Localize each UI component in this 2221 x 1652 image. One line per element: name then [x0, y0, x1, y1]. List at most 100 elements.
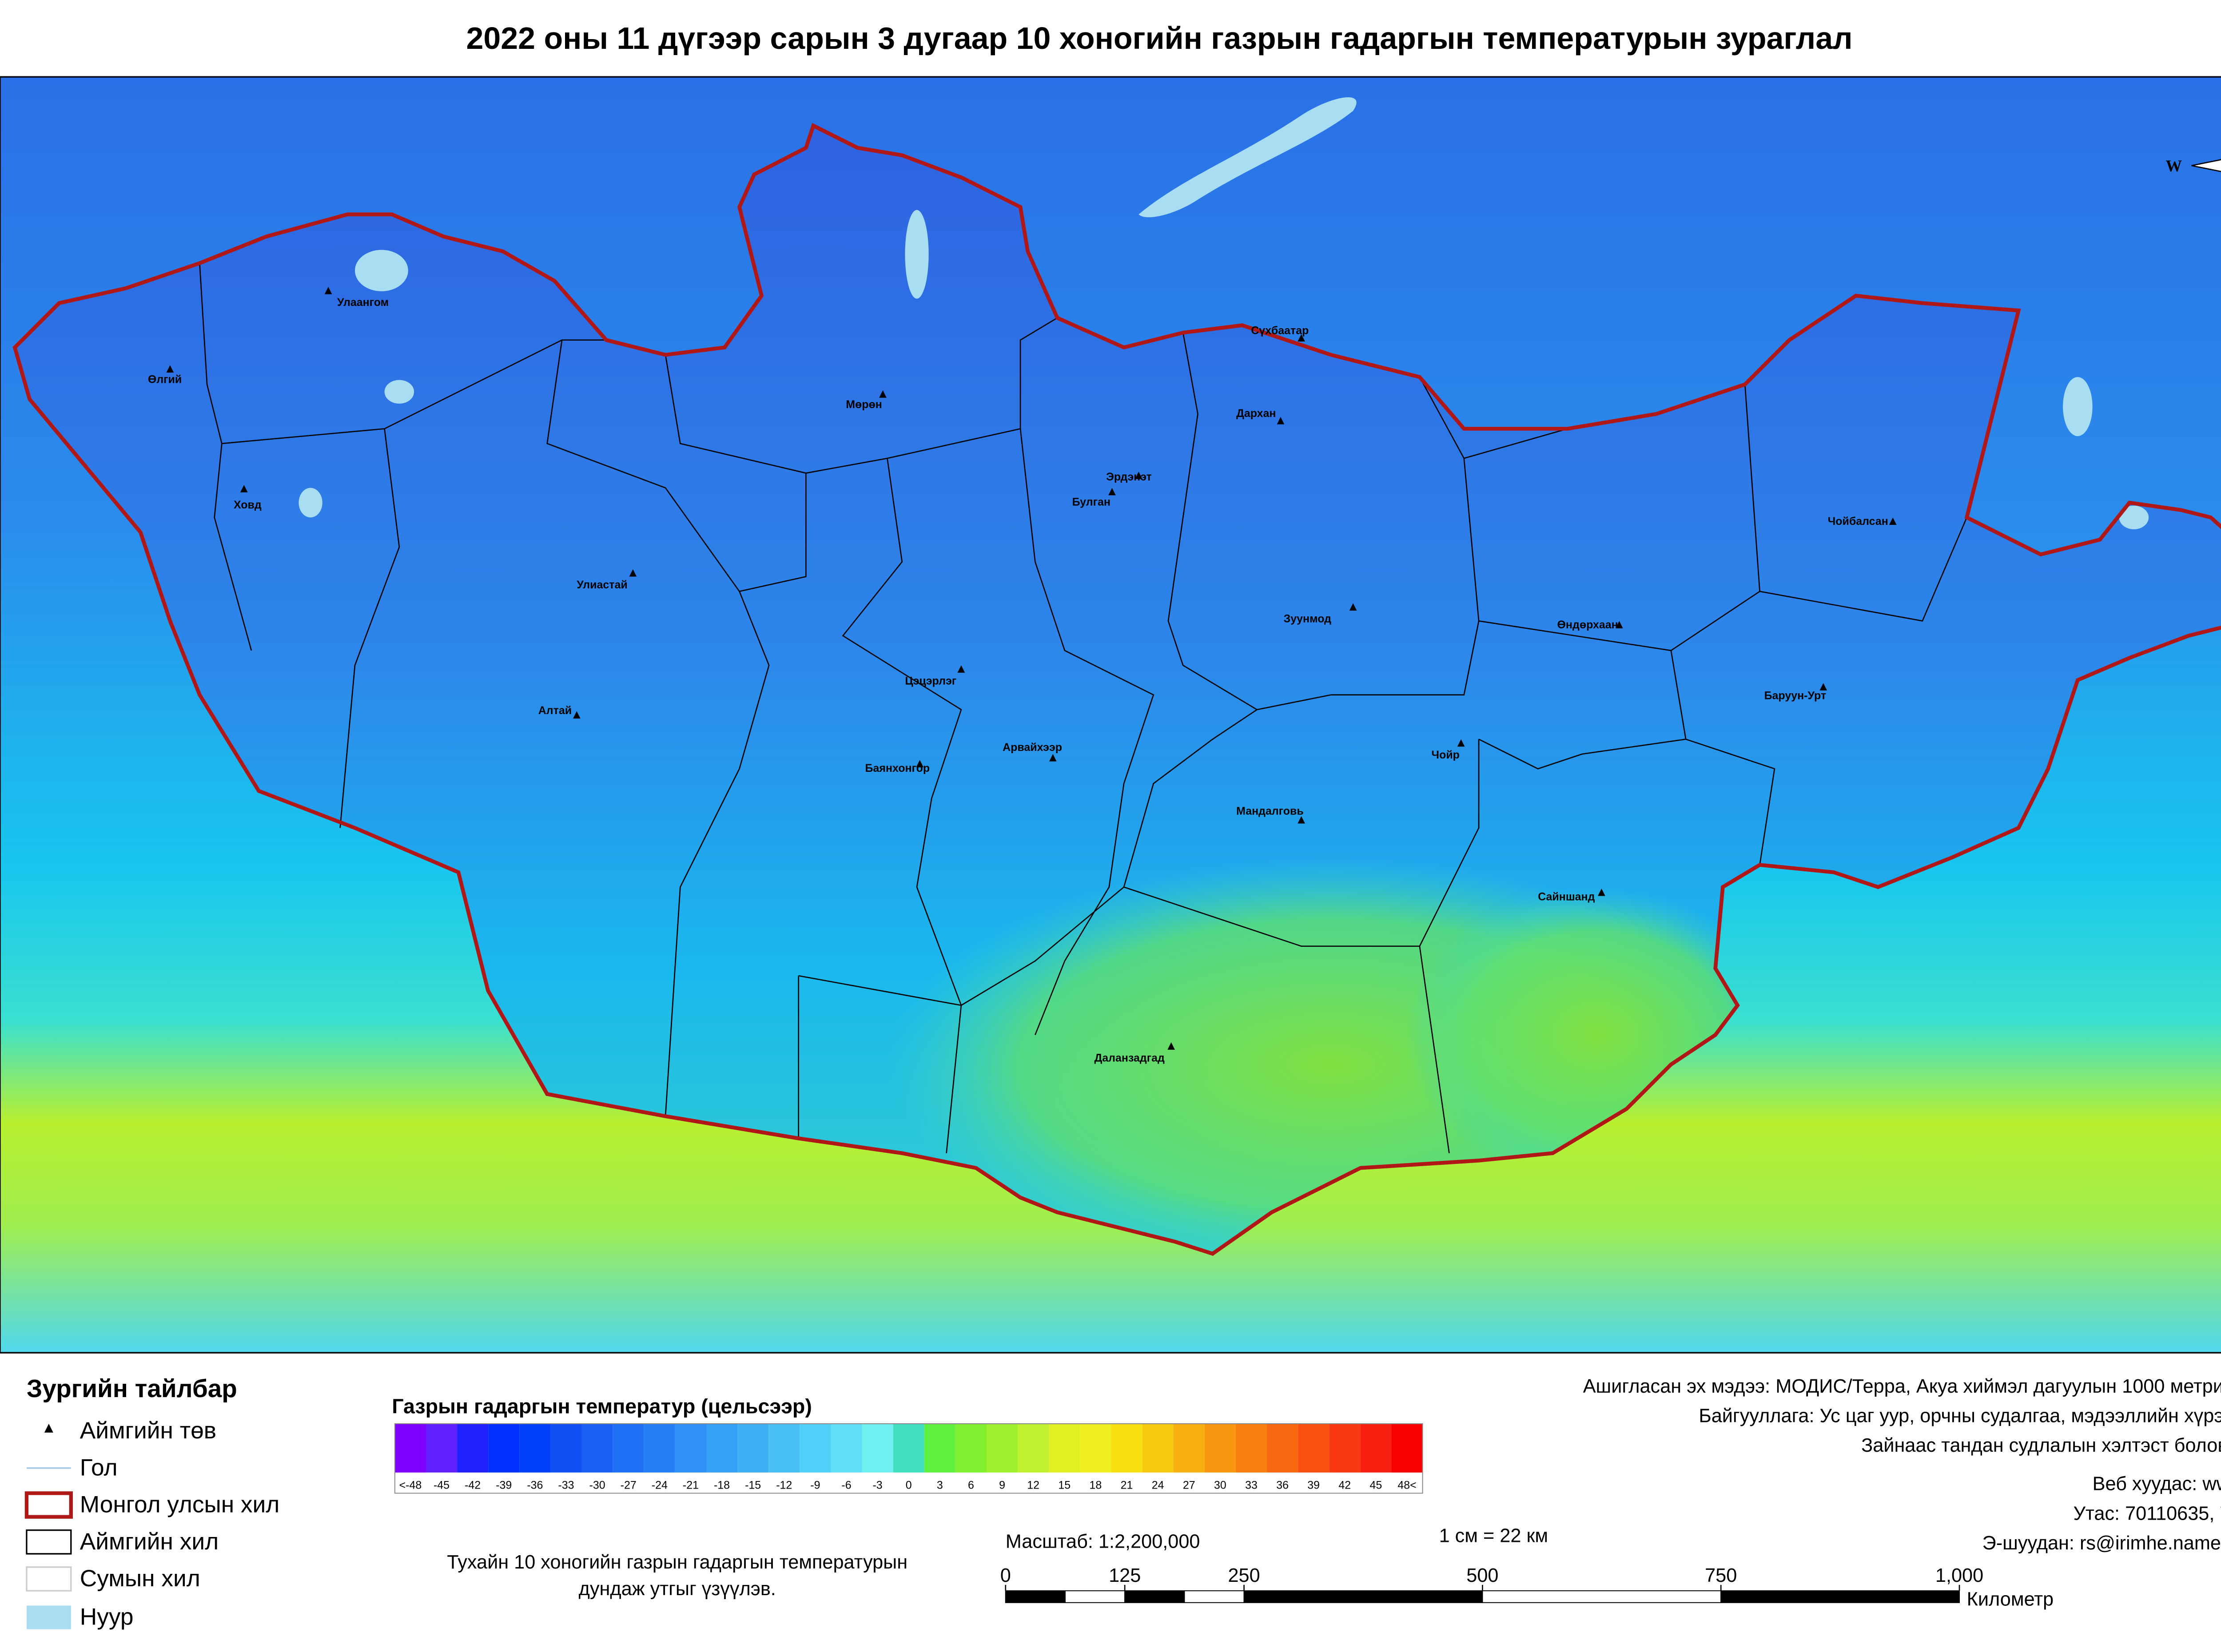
map-frame: Өлгий Улаангом Ховд Мөрөн Сүхбаатар Дархан Эрд… [0, 76, 2221, 1354]
color-box [1235, 1423, 1267, 1473]
center-symbol [916, 760, 924, 767]
aimag-border [1759, 517, 1967, 622]
aimag-border [546, 340, 770, 1116]
color-label: 33 [1245, 1479, 1258, 1491]
color-label: -15 [745, 1479, 761, 1491]
color-box [1018, 1423, 1049, 1473]
color-box [426, 1423, 458, 1473]
center-symbol [1298, 816, 1305, 824]
color-box [987, 1423, 1018, 1473]
center-label: Чойбалсан [1828, 515, 1888, 528]
color-box [831, 1423, 862, 1473]
color-box [924, 1423, 955, 1473]
color-box [519, 1423, 551, 1473]
aimag-border [798, 886, 1124, 1006]
color-label: 21 [1121, 1479, 1133, 1491]
scale-segment [1243, 1590, 1483, 1603]
color-box-frame [394, 1423, 1423, 1494]
legend-label: Нуур [80, 1604, 134, 1630]
color-label: -36 [527, 1479, 543, 1491]
color-box [1267, 1423, 1298, 1473]
color-box [644, 1423, 675, 1473]
center-symbol [1108, 488, 1116, 496]
scale-tick-label: 750 [1705, 1565, 1737, 1586]
color-box [1204, 1423, 1236, 1473]
legend-symbol [26, 1566, 72, 1592]
center-label: Өлгий [148, 373, 182, 385]
aimag-border [339, 429, 400, 828]
scale-equivalence: 1 см = 22 км [1439, 1525, 1548, 1546]
scale-segment [1720, 1590, 1960, 1603]
color-label: -12 [776, 1479, 792, 1491]
color-label: 18 [1090, 1479, 1102, 1491]
color-label: -24 [652, 1479, 668, 1491]
color-box [1111, 1423, 1142, 1473]
aimag-border [1478, 384, 1760, 651]
center-label: Алтай [538, 704, 572, 717]
color-box [1298, 1423, 1329, 1473]
center-symbol [240, 484, 248, 492]
color-label: 0 [906, 1479, 912, 1491]
color-label: -39 [496, 1479, 512, 1491]
color-label: -6 [841, 1479, 851, 1491]
lake [2063, 377, 2093, 437]
color-box [737, 1423, 769, 1473]
aimag-border [1464, 428, 1568, 459]
color-box [457, 1423, 489, 1473]
color-box [1360, 1423, 1392, 1473]
color-box [955, 1423, 987, 1473]
center-label: Чойр [1432, 749, 1460, 761]
color-box [893, 1423, 924, 1473]
center-symbol [324, 286, 332, 294]
color-box [706, 1423, 738, 1473]
center-label: Сайншанд [1538, 890, 1595, 903]
color-scale-title: Газрын гадаргын температур (цельсээр) [392, 1395, 812, 1418]
color-label: -45 [434, 1479, 450, 1491]
color-label: -18 [714, 1479, 730, 1491]
center-symbol [1277, 417, 1285, 425]
center-symbol [1819, 683, 1827, 691]
legend-label: Сумын хил [80, 1565, 200, 1592]
legend-items: Аймгийн төв Гол Монгол улсын хил Аймгийн хи… [80, 1418, 280, 1630]
center-symbol [1298, 334, 1305, 342]
center-symbol [573, 711, 581, 719]
color-box [800, 1423, 831, 1473]
color-label: 48< [1397, 1479, 1416, 1491]
scale-segment [1482, 1590, 1722, 1603]
center-label: Дархан [1236, 407, 1276, 420]
color-box [1329, 1423, 1361, 1473]
color-label: -3 [873, 1479, 883, 1491]
color-label: -30 [589, 1479, 605, 1491]
aimag-borders [199, 263, 1967, 1153]
color-box [394, 1423, 426, 1473]
aimag-border [1670, 650, 1775, 865]
aimag-border [842, 458, 962, 1153]
color-label: 45 [1370, 1479, 1382, 1491]
scale-text: Масштаб: 1:2,200,000 [1006, 1531, 1200, 1553]
color-label: 27 [1183, 1479, 1195, 1491]
aimag-border [739, 473, 807, 592]
center-label: Сүхбаатар [1251, 324, 1309, 337]
scale-unit: Километр [1967, 1588, 2054, 1610]
color-label: 36 [1276, 1479, 1289, 1491]
color-box [1080, 1423, 1111, 1473]
scale-ticks: 0 125 250 500 750 1,000 [1000, 1565, 1983, 1603]
color-scale-boxes: <-48 -45 -42 -39 -36 -33 -30 -27 -24 -21 -18 -15 -12… [394, 1423, 1423, 1494]
center-symbol [1049, 754, 1057, 762]
frame-border [0, 76, 2221, 1354]
color-box [1391, 1423, 1423, 1473]
center-symbol [1889, 517, 1897, 525]
legend-title: Зургийн тайлбар [27, 1374, 237, 1402]
color-label: 15 [1058, 1479, 1071, 1491]
color-box [1049, 1423, 1080, 1473]
center-symbol [1135, 472, 1142, 479]
color-box [581, 1423, 613, 1473]
center-label: Ховд [234, 499, 262, 511]
color-scale: Газрын гадаргын температур (цельсээр) <-… [392, 1395, 1423, 1494]
color-label: 30 [1214, 1479, 1226, 1491]
scale-tick-label: 500 [1466, 1565, 1498, 1586]
aimag-border [1419, 946, 1450, 1153]
color-label: 24 [1152, 1479, 1164, 1491]
note-line: Тухайн 10 хоногийн газрын гадаргын темпе… [447, 1552, 908, 1573]
